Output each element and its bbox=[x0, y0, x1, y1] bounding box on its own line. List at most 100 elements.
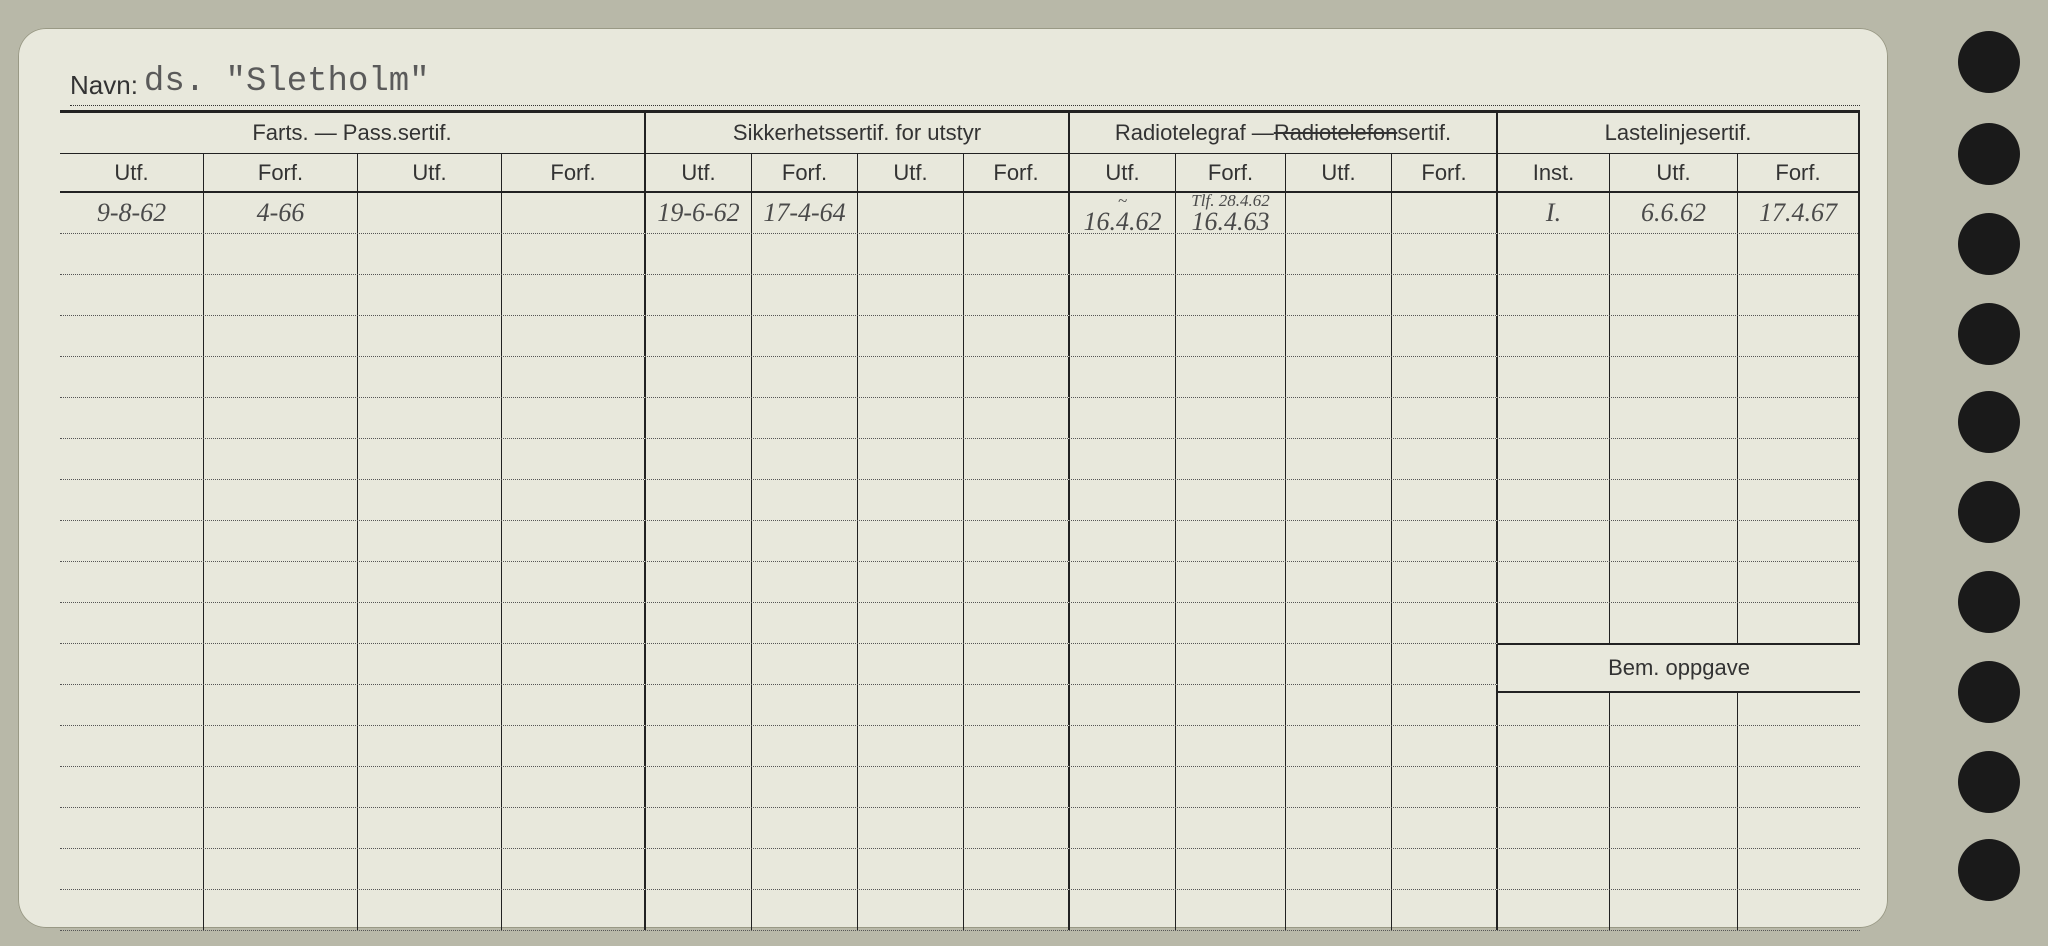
table-cell bbox=[752, 767, 858, 807]
table-cell bbox=[858, 849, 964, 889]
table-cell bbox=[1286, 849, 1392, 889]
table-cell bbox=[964, 808, 1070, 848]
table-cell bbox=[1070, 849, 1176, 889]
table-cell bbox=[752, 398, 858, 438]
table-cell bbox=[1286, 480, 1392, 520]
bem-oppgave-label: Bem. oppgave bbox=[1608, 655, 1750, 681]
binder-hole bbox=[1958, 391, 2020, 453]
binder-hole bbox=[1958, 571, 2020, 633]
table-cell bbox=[204, 316, 358, 356]
table-cell bbox=[1498, 603, 1610, 643]
table-cell bbox=[1610, 480, 1738, 520]
section-header: Radiotelegraf — Radiotelefonsertif. bbox=[1070, 113, 1498, 153]
table-cell bbox=[1738, 357, 1860, 397]
table-cell bbox=[646, 603, 752, 643]
table-cell bbox=[752, 685, 858, 725]
column-header: Utf. bbox=[1070, 154, 1176, 191]
table-cell bbox=[358, 603, 502, 643]
table-cell bbox=[858, 357, 964, 397]
header-row-sections: Farts. — Pass.sertif.Sikkerhetssertif. f… bbox=[60, 113, 1860, 153]
table-cell bbox=[964, 521, 1070, 561]
table-cell bbox=[1392, 685, 1498, 725]
column-header: Inst. bbox=[1498, 154, 1610, 191]
table-cell: 4-66 bbox=[204, 193, 358, 233]
table-cell bbox=[358, 644, 502, 684]
table-cell bbox=[964, 357, 1070, 397]
table-cell bbox=[1738, 398, 1860, 438]
table-cell bbox=[502, 849, 646, 889]
table-cell bbox=[1176, 808, 1286, 848]
table-cell bbox=[502, 357, 646, 397]
table-cell bbox=[752, 521, 858, 561]
column-header: Forf. bbox=[1738, 154, 1860, 191]
table-cell bbox=[964, 685, 1070, 725]
table-cell bbox=[1738, 890, 1860, 930]
bem-oppgave-header: Bem. oppgave bbox=[1498, 643, 1860, 693]
table-cell bbox=[204, 849, 358, 889]
table-row bbox=[60, 357, 1860, 398]
table-cell bbox=[1738, 234, 1860, 274]
navn-value: ds. "Sletholm" bbox=[144, 63, 430, 101]
table-cell bbox=[204, 603, 358, 643]
table-cell: 17.4.67 bbox=[1738, 193, 1860, 233]
table-cell bbox=[1392, 603, 1498, 643]
table-cell bbox=[204, 644, 358, 684]
table-cell bbox=[1070, 644, 1176, 684]
table-cell bbox=[204, 480, 358, 520]
table-cell bbox=[858, 890, 964, 930]
table-cell bbox=[1498, 562, 1610, 602]
table-cell bbox=[646, 398, 752, 438]
table-cell bbox=[858, 644, 964, 684]
table-cell bbox=[858, 562, 964, 602]
table-cell bbox=[858, 398, 964, 438]
table-cell bbox=[858, 808, 964, 848]
table-cell bbox=[204, 726, 358, 766]
table-cell bbox=[1176, 398, 1286, 438]
table-cell bbox=[1610, 603, 1738, 643]
binder-hole bbox=[1958, 213, 2020, 275]
table-cell bbox=[1070, 726, 1176, 766]
table-cell bbox=[858, 234, 964, 274]
table-cell bbox=[1392, 234, 1498, 274]
table-cell bbox=[60, 521, 204, 561]
table-cell bbox=[964, 890, 1070, 930]
table-cell bbox=[646, 685, 752, 725]
table-cell bbox=[858, 275, 964, 315]
table-cell bbox=[358, 767, 502, 807]
table-cell bbox=[964, 275, 1070, 315]
table-cell bbox=[358, 316, 502, 356]
table-cell bbox=[358, 439, 502, 479]
table-cell bbox=[1176, 726, 1286, 766]
table-cell: 6.6.62 bbox=[1610, 193, 1738, 233]
table-cell bbox=[1738, 480, 1860, 520]
table-cell bbox=[1498, 357, 1610, 397]
table-cell bbox=[204, 685, 358, 725]
table-cell bbox=[1176, 521, 1286, 561]
table-row bbox=[60, 398, 1860, 439]
table-cell bbox=[1176, 767, 1286, 807]
table-cell bbox=[752, 726, 858, 766]
table-cell bbox=[1392, 562, 1498, 602]
table-cell bbox=[358, 562, 502, 602]
table-row bbox=[60, 726, 1860, 767]
table-row bbox=[60, 890, 1860, 931]
table-cell bbox=[358, 808, 502, 848]
table-cell bbox=[646, 234, 752, 274]
table-cell bbox=[60, 439, 204, 479]
table-cell bbox=[358, 275, 502, 315]
table-cell bbox=[1610, 726, 1738, 766]
table-cell bbox=[752, 562, 858, 602]
table-cell bbox=[1286, 726, 1392, 766]
binder-hole bbox=[1958, 661, 2020, 723]
table-cell bbox=[964, 234, 1070, 274]
table-cell bbox=[646, 726, 752, 766]
table-cell bbox=[60, 767, 204, 807]
table-cell bbox=[752, 890, 858, 930]
table-cell: 9-8-62 bbox=[60, 193, 204, 233]
table-cell bbox=[1286, 521, 1392, 561]
table-cell bbox=[752, 644, 858, 684]
table-cell bbox=[964, 562, 1070, 602]
table-cell bbox=[858, 685, 964, 725]
table-cell bbox=[60, 726, 204, 766]
table-cell bbox=[358, 398, 502, 438]
